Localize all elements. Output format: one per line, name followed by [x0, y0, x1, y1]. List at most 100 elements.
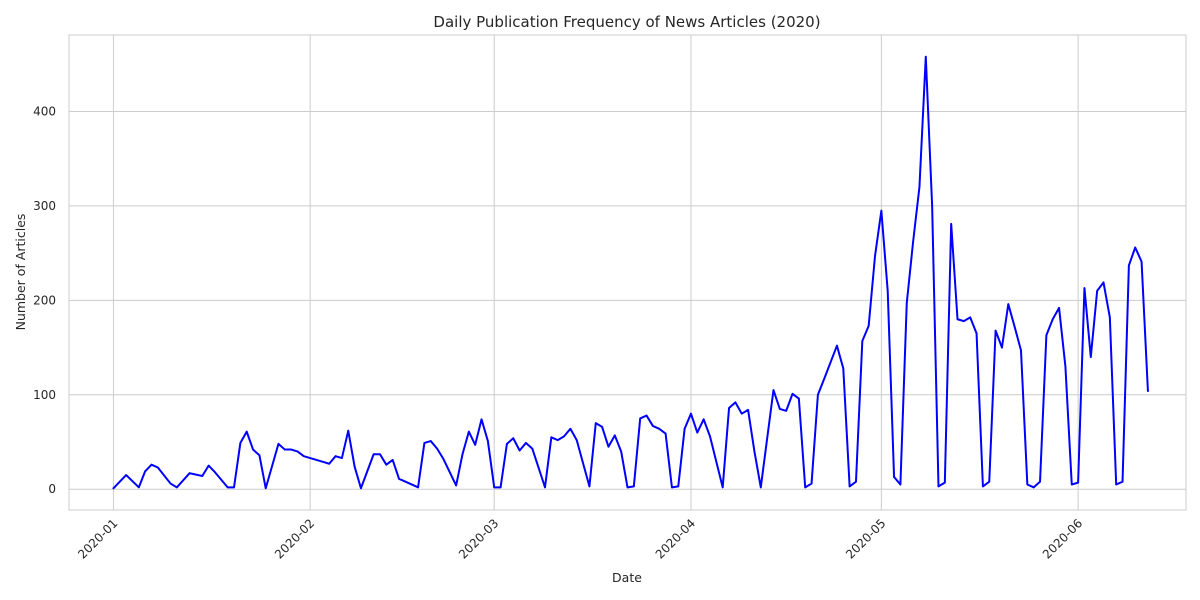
- data-point: [804, 486, 806, 489]
- data-point: [931, 205, 933, 207]
- data-point: [112, 487, 115, 490]
- data-point: [1140, 260, 1143, 263]
- data-point: [1109, 316, 1111, 319]
- data-point: [798, 397, 800, 400]
- data-point: [1115, 483, 1117, 486]
- data-point: [677, 485, 680, 488]
- data-point: [982, 485, 984, 488]
- data-point: [138, 486, 140, 489]
- data-point: [626, 486, 629, 489]
- data-point: [950, 223, 952, 225]
- data-point: [214, 471, 216, 474]
- data-point: [652, 425, 654, 427]
- data-point: [588, 485, 591, 488]
- data-point: [810, 482, 813, 485]
- data-point: [474, 444, 476, 446]
- data-point: [785, 410, 787, 412]
- data-point: [169, 482, 172, 485]
- x-gridlines: [112, 35, 1079, 510]
- data-point: [861, 340, 864, 342]
- data-point: [702, 418, 705, 421]
- data-point: [645, 414, 648, 417]
- data-point: [1096, 290, 1098, 292]
- data-point: [1026, 483, 1029, 486]
- data-point: [836, 344, 838, 347]
- y-tick-labels: 0 100 200 300 400: [33, 104, 56, 496]
- data-point: [1020, 349, 1022, 352]
- data-point: [176, 486, 178, 489]
- data-point: [385, 463, 388, 466]
- data-point: [283, 448, 286, 451]
- y-tick-label: 400: [33, 104, 56, 118]
- data-point: [423, 442, 426, 444]
- data-point: [264, 487, 267, 490]
- data-point: [683, 427, 686, 430]
- data-point: [417, 486, 419, 489]
- data-point: [842, 367, 845, 370]
- data-point: [372, 453, 375, 456]
- data-point: [607, 445, 610, 448]
- data-point: [1121, 480, 1124, 483]
- data-point: [245, 430, 248, 433]
- data-point: [1070, 483, 1073, 486]
- data-point: [963, 320, 965, 322]
- series-layer: [112, 55, 1149, 490]
- data-point: [1032, 486, 1035, 489]
- data-point: [429, 440, 432, 442]
- data-point: [556, 439, 559, 441]
- data-point: [563, 435, 565, 438]
- data-point: [360, 487, 362, 490]
- data-point: [601, 426, 603, 428]
- data-point: [620, 450, 622, 453]
- data-point: [1039, 480, 1041, 483]
- data-point: [442, 458, 445, 460]
- data-point: [740, 412, 743, 415]
- data-point: [937, 485, 940, 488]
- data-point: [791, 393, 794, 395]
- data-point: [575, 439, 578, 441]
- data-point: [772, 389, 775, 391]
- series-line: [112, 55, 1149, 490]
- data-point: [258, 454, 261, 457]
- data-point: [886, 290, 889, 292]
- data-point: [912, 241, 914, 243]
- data-point: [506, 443, 508, 445]
- data-point: [924, 55, 927, 58]
- data-point: [569, 427, 572, 430]
- data-point: [468, 430, 470, 433]
- data-point: [303, 455, 305, 457]
- data-point: [480, 418, 483, 421]
- data-point: [614, 434, 616, 437]
- data-point: [341, 457, 343, 459]
- data-point: [747, 409, 749, 411]
- data-point: [1134, 246, 1137, 249]
- data-point: [721, 486, 724, 489]
- data-point: [944, 481, 946, 484]
- data-point: [823, 377, 826, 380]
- data-point: [753, 450, 756, 453]
- data-point: [671, 486, 673, 489]
- data-point: [487, 440, 489, 442]
- data-point: [525, 442, 527, 444]
- data-point: [125, 474, 127, 476]
- data-point: [664, 432, 667, 435]
- data-point: [398, 478, 400, 480]
- data-point: [461, 453, 464, 456]
- data-point: [874, 255, 876, 257]
- data-point: [252, 448, 254, 451]
- plot-area-frame: [68, 34, 1187, 511]
- data-point: [150, 463, 153, 466]
- data-point: [728, 407, 730, 409]
- data-point: [1058, 307, 1060, 309]
- data-point: [817, 393, 819, 396]
- data-point: [848, 485, 851, 488]
- data-point: [455, 484, 457, 487]
- data-point: [226, 486, 229, 489]
- data-point: [334, 455, 337, 457]
- data-point: [905, 302, 908, 304]
- data-point: [518, 449, 521, 452]
- data-point: [1007, 303, 1010, 305]
- data-point: [880, 209, 883, 212]
- data-point: [1083, 287, 1086, 289]
